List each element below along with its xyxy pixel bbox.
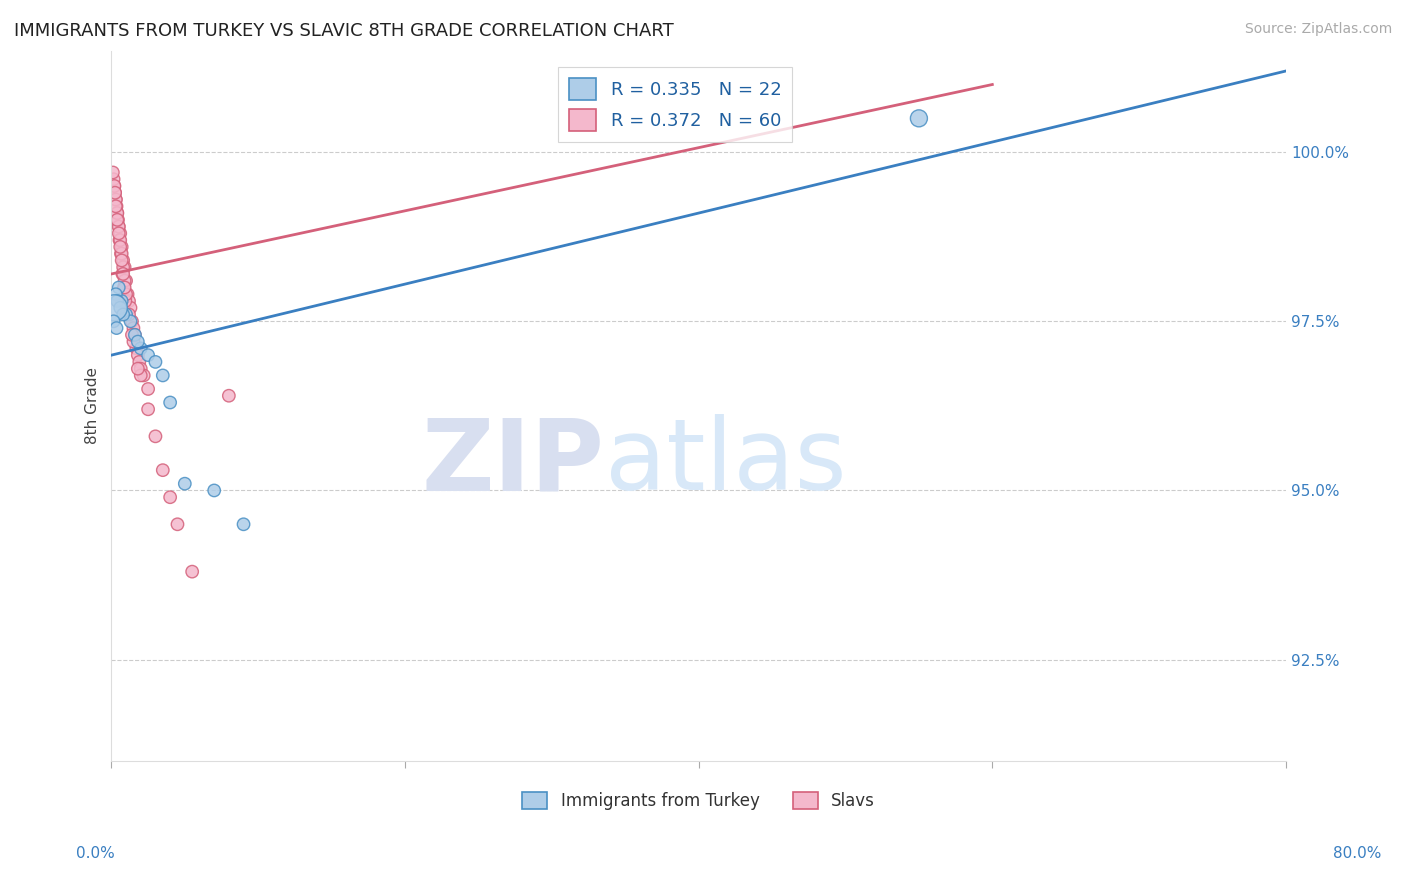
Point bbox=[105, 293, 128, 308]
Point bbox=[115, 287, 138, 301]
Point bbox=[104, 186, 127, 200]
Point bbox=[112, 308, 135, 322]
Point bbox=[103, 179, 125, 194]
Point bbox=[159, 490, 181, 504]
Point bbox=[115, 274, 138, 288]
Point bbox=[129, 368, 152, 383]
Point bbox=[136, 382, 159, 396]
Point bbox=[118, 308, 141, 322]
Point bbox=[145, 429, 167, 443]
Point bbox=[124, 327, 146, 342]
Point bbox=[110, 301, 132, 315]
Point bbox=[104, 193, 127, 207]
Point bbox=[173, 476, 195, 491]
Point bbox=[114, 274, 136, 288]
Point bbox=[120, 301, 142, 315]
Point bbox=[121, 314, 143, 328]
Point bbox=[122, 321, 145, 335]
Point bbox=[136, 348, 159, 362]
Point bbox=[117, 287, 139, 301]
Point bbox=[104, 287, 127, 301]
Point bbox=[110, 227, 132, 241]
Point bbox=[105, 206, 128, 220]
Point bbox=[101, 165, 124, 179]
Point bbox=[121, 327, 143, 342]
Point bbox=[166, 517, 188, 532]
Point bbox=[105, 199, 128, 213]
Point bbox=[107, 219, 129, 234]
Text: IMMIGRANTS FROM TURKEY VS SLAVIC 8TH GRADE CORRELATION CHART: IMMIGRANTS FROM TURKEY VS SLAVIC 8TH GRA… bbox=[14, 22, 673, 40]
Text: Source: ZipAtlas.com: Source: ZipAtlas.com bbox=[1244, 22, 1392, 37]
Point bbox=[103, 179, 125, 194]
Point bbox=[218, 389, 240, 403]
Point bbox=[105, 212, 128, 227]
Point bbox=[103, 172, 125, 186]
Text: 0.0%: 0.0% bbox=[76, 846, 115, 861]
Point bbox=[107, 212, 129, 227]
Point bbox=[107, 227, 129, 241]
Point bbox=[181, 565, 204, 579]
Point bbox=[104, 199, 127, 213]
Point bbox=[112, 267, 135, 281]
Point bbox=[111, 246, 134, 260]
Point bbox=[103, 301, 125, 315]
Point bbox=[232, 517, 254, 532]
Point bbox=[202, 483, 225, 498]
Point bbox=[908, 112, 931, 126]
Point bbox=[104, 186, 127, 200]
Point bbox=[108, 233, 131, 247]
Point bbox=[110, 240, 132, 254]
Point bbox=[152, 368, 174, 383]
Legend: Immigrants from Turkey, Slavs: Immigrants from Turkey, Slavs bbox=[516, 785, 882, 817]
Point bbox=[145, 355, 167, 369]
Point bbox=[115, 308, 138, 322]
Point bbox=[110, 246, 132, 260]
Point bbox=[111, 267, 134, 281]
Text: 80.0%: 80.0% bbox=[1333, 846, 1381, 861]
Point bbox=[125, 342, 148, 356]
Point bbox=[105, 321, 128, 335]
Y-axis label: 8th Grade: 8th Grade bbox=[86, 368, 100, 444]
Text: atlas: atlas bbox=[605, 414, 846, 511]
Point bbox=[107, 219, 129, 234]
Point bbox=[111, 253, 134, 268]
Point bbox=[127, 361, 149, 376]
Point bbox=[114, 260, 136, 275]
Point bbox=[114, 280, 136, 294]
Point bbox=[127, 334, 149, 349]
Point bbox=[136, 402, 159, 417]
Point bbox=[127, 348, 149, 362]
Point bbox=[107, 280, 129, 294]
Point bbox=[103, 314, 125, 328]
Point bbox=[129, 361, 152, 376]
Text: ZIP: ZIP bbox=[422, 414, 605, 511]
Point bbox=[129, 342, 152, 356]
Point bbox=[114, 293, 136, 308]
Point bbox=[152, 463, 174, 477]
Point bbox=[112, 280, 135, 294]
Point bbox=[111, 240, 134, 254]
Point bbox=[124, 327, 146, 342]
Point bbox=[105, 206, 128, 220]
Point bbox=[112, 253, 135, 268]
Point bbox=[110, 233, 132, 247]
Point bbox=[112, 260, 135, 275]
Point bbox=[132, 368, 155, 383]
Point bbox=[120, 314, 142, 328]
Point bbox=[118, 293, 141, 308]
Point bbox=[111, 293, 134, 308]
Point bbox=[159, 395, 181, 409]
Point bbox=[122, 334, 145, 349]
Point bbox=[128, 355, 150, 369]
Point bbox=[104, 193, 127, 207]
